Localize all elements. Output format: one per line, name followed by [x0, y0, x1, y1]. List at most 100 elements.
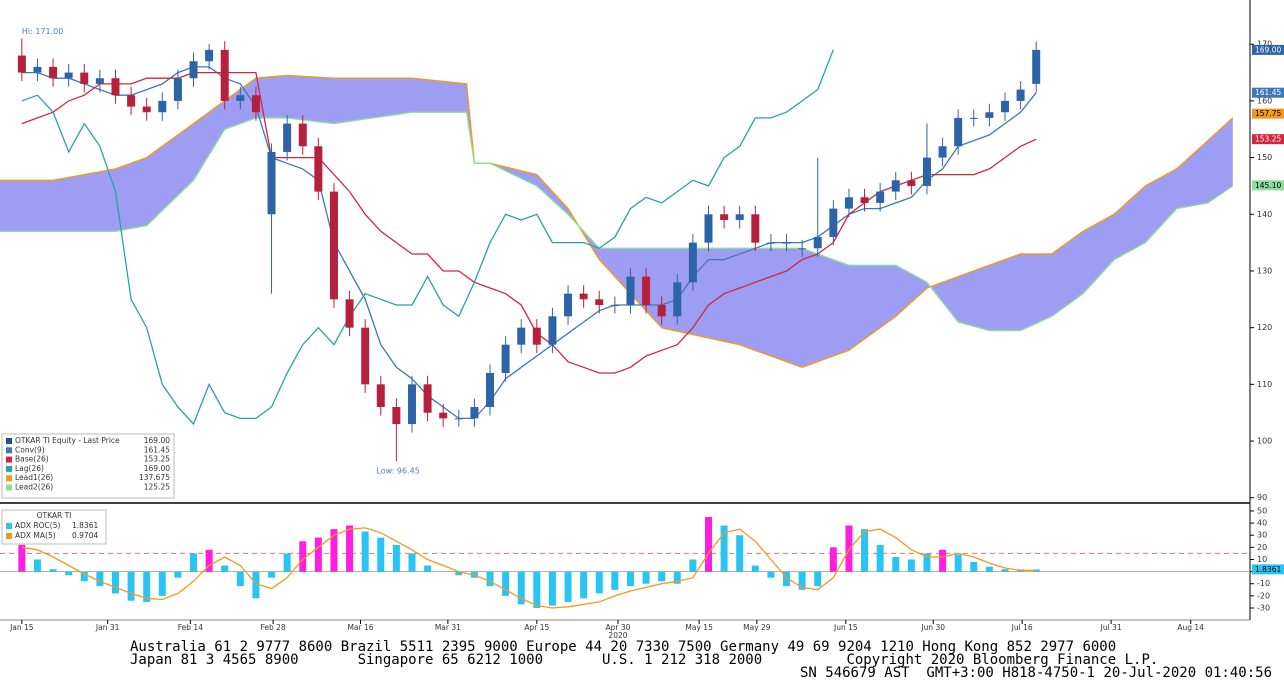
candle-body	[517, 327, 526, 345]
x-tick-label: Jul 16	[1011, 623, 1033, 632]
candle-body	[423, 384, 432, 413]
y-tick-label: 20	[1257, 543, 1267, 552]
legend-value: 161.45	[144, 445, 170, 454]
candle-body	[236, 95, 245, 101]
bar	[330, 529, 338, 572]
bar	[392, 544, 400, 572]
bar	[80, 571, 88, 582]
y-tick-label: 130	[1257, 266, 1272, 275]
bar	[939, 549, 947, 572]
x-tick-label: Aug 14	[1177, 623, 1204, 632]
candle-body	[985, 112, 994, 118]
value-box-label: 169.00	[1255, 45, 1281, 54]
x-tick-label: Mar 31	[435, 623, 461, 632]
bar	[829, 547, 837, 572]
bar	[424, 565, 432, 572]
legend-label: Lead2(26)	[15, 483, 53, 492]
candle-body	[844, 197, 853, 209]
candle-body	[407, 384, 416, 425]
legend-swatch	[6, 523, 12, 529]
candle-body	[813, 236, 822, 249]
candle-body	[564, 293, 573, 317]
candle-body	[688, 242, 697, 283]
candle-body	[345, 299, 354, 328]
candle-body	[954, 117, 963, 147]
candle-body	[392, 407, 401, 425]
candle-body	[173, 78, 182, 101]
candle-body	[595, 299, 604, 305]
candle-body	[267, 151, 276, 215]
candle-body	[751, 214, 760, 243]
legend-swatch	[6, 475, 12, 482]
bar	[127, 571, 135, 601]
bar	[314, 537, 322, 572]
bar	[49, 569, 57, 572]
candle-body	[33, 66, 42, 73]
candle-body	[251, 95, 260, 113]
candle-body	[657, 304, 666, 317]
candle-body	[454, 418, 463, 420]
footer-line: Japan 81 3 4565 8900 Singapore 65 6212 1…	[130, 652, 1158, 668]
candle-body	[1016, 89, 1025, 101]
footer-line: SN 546679 AST GMT+3:00 H818-4750-1 20-Ju…	[800, 665, 1272, 681]
bar	[502, 571, 510, 596]
candle-body	[610, 304, 619, 306]
bar	[595, 571, 603, 594]
bar	[673, 571, 681, 584]
bar	[1001, 569, 1009, 572]
bar	[767, 571, 775, 578]
x-tick-label: May 15	[685, 623, 713, 632]
bar	[564, 571, 572, 602]
value-box-label: 1.8361	[1255, 565, 1281, 574]
x-tick-label: Feb 28	[260, 623, 285, 632]
candle-body	[642, 276, 651, 305]
candle-body	[704, 214, 713, 243]
x-tick-label: Feb 14	[178, 623, 203, 632]
bar	[548, 571, 556, 606]
candle-body	[111, 78, 120, 96]
candle-body	[142, 106, 151, 113]
candle-body	[938, 146, 947, 158]
y-tick-label: 120	[1257, 323, 1272, 332]
legend-swatch	[6, 484, 12, 491]
value-box	[1252, 87, 1284, 98]
bar	[642, 571, 650, 584]
value-box-label: 145.10	[1255, 181, 1281, 190]
candle-body	[127, 95, 136, 107]
legend-label: Conv(9)	[15, 445, 45, 454]
legend-value: 169.00	[144, 464, 170, 473]
candle-body	[782, 242, 791, 244]
legend-label: OTKAR TI Equity - Last Price	[15, 436, 120, 445]
bar	[798, 571, 806, 590]
bar	[361, 531, 369, 572]
candle-body	[64, 72, 73, 79]
bar	[533, 571, 541, 608]
bar	[299, 541, 307, 572]
y-tick-label: -20	[1257, 591, 1270, 600]
legend-label: Lag(26)	[15, 464, 44, 473]
candle-body	[579, 293, 588, 300]
candle-body	[829, 208, 838, 237]
candle-body	[626, 276, 635, 305]
legend-label: Lead1(26)	[15, 473, 53, 482]
bar	[18, 544, 26, 572]
candle-body	[548, 316, 557, 345]
indicator-line	[21, 49, 834, 426]
y-tick-label: 110	[1257, 380, 1272, 389]
bar	[751, 565, 759, 572]
candle-body	[80, 72, 89, 84]
bar	[190, 553, 198, 572]
x-tick-label: Jun 15	[833, 623, 858, 632]
bar	[143, 571, 151, 602]
ma-line	[21, 527, 1037, 609]
bar	[408, 553, 416, 572]
bar	[96, 571, 104, 587]
bar	[221, 565, 229, 572]
bar	[236, 571, 244, 587]
x-tick-label: Jun 30	[920, 623, 945, 632]
bar	[845, 525, 853, 572]
x-tick-label: Mar 16	[347, 623, 373, 632]
year-label: 2020	[608, 631, 627, 640]
bar	[111, 571, 119, 594]
